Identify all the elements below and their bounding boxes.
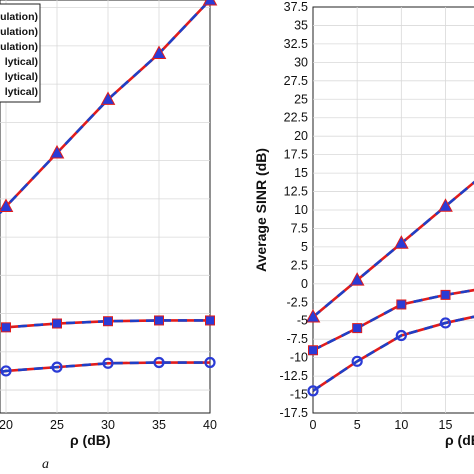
series-marker-triangle	[349, 272, 365, 286]
y-tick-label: 5	[301, 240, 308, 254]
legend-entry-5: lytical)	[5, 71, 38, 83]
series-marker-circle	[439, 317, 452, 329]
x-tick-label: 5	[354, 418, 361, 432]
x-tick-labels-left: 152025303540	[0, 418, 217, 432]
series-markers-left	[0, 0, 218, 377]
x-axis-label-right: ρ (dB)	[445, 432, 474, 448]
x-tick-label: 10	[394, 418, 408, 432]
series-marker-triangle	[100, 91, 116, 105]
panel-label-a: a	[42, 457, 49, 472]
x-tick-label: 15	[439, 418, 453, 432]
series-marker-triangle	[49, 144, 65, 159]
series-marker-circle	[307, 385, 319, 397]
y-tick-label: -12.5	[280, 369, 309, 383]
series-marker-square	[205, 315, 215, 326]
series-marker-square	[52, 318, 62, 329]
y-tick-label: 27.5	[284, 74, 308, 88]
series-marker-square	[396, 299, 407, 310]
y-tick-label: 0	[301, 277, 308, 291]
series-marker-circle	[153, 356, 165, 369]
legend-entry-6: lytical)	[5, 86, 38, 98]
y-tick-label: 15	[294, 166, 308, 180]
series-marker-triangle	[393, 235, 409, 249]
y-tick-label: 30	[294, 55, 308, 69]
y-tick-label: -2.5	[286, 295, 308, 309]
x-tick-label: 25	[50, 418, 64, 432]
y-tick-label: -10	[290, 351, 308, 365]
y-tick-label: -17.5	[280, 406, 309, 420]
series-marker-circle	[102, 357, 114, 369]
series-marker-triangle	[438, 198, 453, 212]
series-line-circle-blue	[312, 315, 474, 392]
series-marker-square	[440, 289, 451, 300]
y-tick-label: 2.5	[291, 258, 308, 272]
x-tick-label: 35	[152, 418, 166, 432]
y-axis-label-right: Average SINR (dB)	[253, 148, 269, 272]
series-marker-triangle	[0, 198, 14, 212]
series-marker-square	[1, 322, 11, 333]
y-tick-label: 37.5	[284, 0, 308, 14]
series-line-circle-blue	[0, 361, 210, 374]
series-lines-left	[0, 0, 211, 374]
y-tick-label: 10	[294, 203, 308, 217]
legend-box	[0, 3, 41, 103]
grid-left	[0, 0, 210, 413]
y-tick-labels-right: -17.5 -15 -12.5 -10 -7.5 -5 -2.5 0 2.5 5 7.5 10 12.5…	[280, 0, 309, 420]
x-tick-label: 0	[310, 418, 317, 432]
series-markers-right	[305, 198, 453, 397]
y-tick-label: -15	[290, 388, 308, 402]
series-marker-circle	[51, 361, 63, 373]
legend-entry-4: lytical)	[5, 56, 38, 68]
y-tick-label: -5	[297, 314, 308, 328]
series-marker-circle	[395, 329, 407, 342]
series-line-square-blue	[0, 319, 210, 330]
y-tick-label: 35	[294, 18, 308, 32]
chart-panel-right: 0 5 10 15 20 -17.5 -15 -12.5 -10 -7.5 -5 -2.5 0 2.5 5…	[253, 0, 474, 448]
y-tick-label: 32.5	[284, 37, 308, 51]
y-tick-label: 20	[294, 129, 308, 143]
y-tick-label: -7.5	[286, 332, 308, 346]
x-tick-label: 30	[101, 418, 115, 432]
x-tick-label: 40	[203, 418, 217, 432]
legend: ulation) ulation) ulation) lytical) lyti…	[0, 3, 41, 103]
x-axis-label-left: ρ (dB)	[70, 432, 111, 448]
series-marker-circle	[351, 355, 363, 367]
series-marker-circle	[0, 365, 12, 377]
series-marker-square	[352, 323, 363, 334]
series-line-triangle-blue	[0, 0, 211, 215]
series-marker-square	[308, 345, 318, 356]
series-marker-triangle	[151, 45, 167, 60]
y-tick-label: 25	[294, 92, 308, 106]
legend-entry-3: ulation)	[0, 41, 38, 53]
x-tick-label: 20	[0, 418, 13, 432]
y-tick-label: 22.5	[284, 111, 308, 125]
series-marker-triangle	[305, 308, 321, 323]
legend-entry-1: ulation)	[0, 11, 38, 23]
x-tick-labels-right: 05101520	[310, 418, 453, 432]
series-marker-square	[154, 315, 164, 326]
series-marker-square	[103, 316, 113, 327]
series-marker-circle	[204, 356, 216, 369]
y-tick-label: 12.5	[284, 185, 308, 199]
chart-panel-left: 152025303540 ulation) ulation) ulation) …	[0, 0, 218, 472]
series-marker-triangle	[202, 0, 218, 6]
y-tick-label: 7.5	[291, 221, 308, 235]
legend-entry-2: ulation)	[0, 26, 38, 38]
y-tick-label: 17.5	[284, 148, 308, 162]
